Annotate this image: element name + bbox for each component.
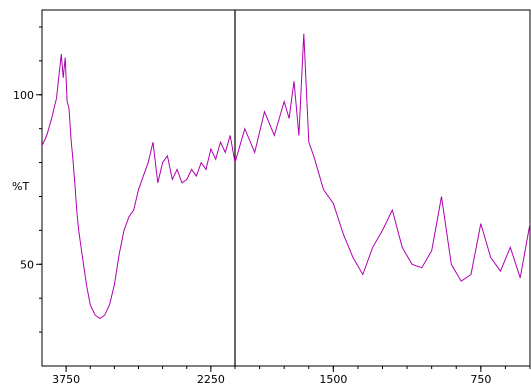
x-tick-label-0: 3750: [52, 373, 80, 385]
y-axis-ticks: 100 50: [13, 89, 42, 271]
y-axis-label: %T: [12, 180, 29, 193]
x-axis-ticks: 3750 2250 1500 750: [52, 366, 491, 385]
y-tick-label-0: 100: [13, 89, 34, 102]
x-tick-label-2: 1500: [319, 373, 347, 385]
spectrum-line-0: [41, 33, 531, 320]
minor-ticks: [39, 26, 531, 369]
x-tick-label-1: 2250: [197, 373, 225, 385]
plot-frame: [41, 9, 531, 367]
y-tick-label-1: 50: [20, 258, 34, 271]
series-layer: [41, 33, 531, 320]
x-tick-label-3: 750: [470, 373, 491, 385]
